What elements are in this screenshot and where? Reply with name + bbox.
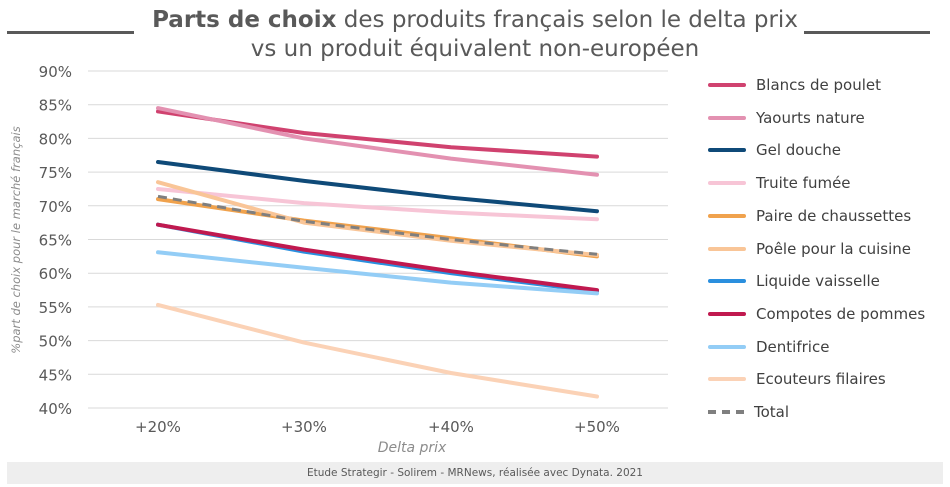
y-tick-label: 40% [39,400,72,418]
x-axis-label: Delta prix [378,440,447,456]
x-tick-label: +40% [428,418,474,436]
legend-swatch [708,115,746,120]
series-line [156,222,599,293]
y-tick-label: 45% [39,366,72,384]
y-tick-label: 85% [39,97,72,115]
legend-label: Poêle pour la cuisine [756,239,911,258]
chart-title-bold: Parts de choix [152,7,337,33]
y-tick-label: 75% [39,164,72,182]
legend-item: Ecouteurs filaires [708,367,886,391]
source-footer: Etude Strategir - Solirem - MRNews, réal… [7,462,943,484]
legend-item: Gel douche [708,138,841,162]
y-tick-label: 50% [39,333,72,351]
y-tick-labels: 40% 45% 50% 55% 60% 65% 70% 75% 80% 85% 90% [39,63,72,418]
title-rule-right [804,31,930,34]
x-tick-label: +50% [574,418,620,436]
line-chart: 40% 45% 50% 55% 60% 65% 70% 75% 80% 85% 90% +20% +3… [9,63,668,456]
series-line [156,160,599,214]
y-tick-label: 65% [39,232,72,250]
series-line [156,187,599,222]
legend-swatch [708,246,746,251]
legend-label: Truite fumée [756,174,851,193]
legend-item: Dentifrice [708,335,829,359]
legend-label: Yaourts nature [756,108,865,127]
legend-swatch [708,410,744,414]
legend-label: Compotes de pommes [756,304,926,323]
legend-item: Liquide vaisselle [708,269,880,293]
legend-item: Yaourts nature [708,106,865,130]
series-line [156,180,599,257]
legend-swatch [708,377,746,382]
legend-swatch [708,181,746,186]
legend-swatch [708,83,746,87]
legend-label: Blancs de poulet [756,76,881,94]
legend-label: Liquide vaisselle [756,272,880,291]
legend-label: Gel douche [756,141,841,160]
legend-item: Paire de chaussettes [708,204,911,228]
x-tick-label: +30% [281,418,327,436]
legend-swatch [708,311,746,316]
y-tick-label: 90% [39,63,72,81]
y-tick-label: 60% [39,265,72,283]
legend-swatch [708,213,746,218]
y-tick-label: 55% [39,299,72,317]
chart-title: Parts de choix des produits français sel… [150,6,800,64]
series-line [156,106,599,177]
legend-swatch [708,148,746,153]
y-tick-label: 80% [39,130,72,148]
legend-label: Total [754,403,790,421]
title-rule-left [7,31,134,34]
series-lines [156,106,599,399]
legend-swatch [708,279,746,284]
legend-item: Poêle pour la cuisine [708,237,911,261]
legend-item: Truite fumée [708,171,851,195]
legend-label: Ecouteurs filaires [756,370,886,389]
y-tick-label: 70% [39,198,72,216]
legend-item: Total [708,400,789,424]
series-line [156,250,599,296]
legend-swatch [708,344,746,349]
chart-title-rest: des produits français selon le delta pri… [250,7,798,62]
y-axis-label: %part de choix pour le marché français [9,126,23,353]
legend-label: Dentifrice [756,337,830,356]
x-tick-label: +20% [135,418,181,436]
legend-label: Paire de chaussettes [756,206,912,225]
series-line [156,302,599,399]
legend-item: Blancs de poulet [708,73,881,97]
legend-item: Compotes de pommes [708,302,925,326]
x-tick-labels: +20% +30% +40% +50% [135,418,620,436]
